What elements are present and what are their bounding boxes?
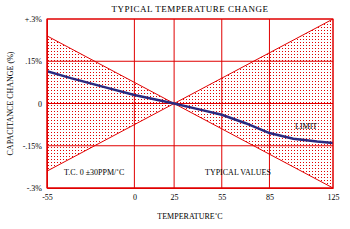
tick: 0	[133, 188, 137, 202]
limit-line	[47, 19, 333, 171]
chart: -55 0 25 55 85 125 -.3% -.15% 0 .15% +.3% TYPICAL T…	[0, 0, 350, 229]
tick: 85	[266, 188, 274, 202]
tick: 25	[171, 188, 179, 202]
tick: 125	[328, 188, 340, 202]
tick: -55	[42, 188, 53, 202]
y-axis-title: CAPACITANCE CHANGE (%)	[6, 51, 15, 155]
tick-label: 25	[171, 193, 179, 202]
tick: +.3%	[25, 15, 47, 24]
tick: 55	[218, 188, 226, 202]
annotation: T.C. 0 ±30PPM/˚C	[64, 168, 124, 177]
limit-band	[47, 19, 333, 188]
tick-label: +.3%	[25, 15, 43, 24]
limit-line	[47, 36, 333, 188]
tick-label: -55	[42, 193, 53, 202]
x-axis: -55 0 25 55 85 125	[42, 188, 339, 202]
title: TYPICAL TEMPERATURE CHANGE	[111, 4, 268, 14]
typical-line	[47, 71, 333, 143]
series-label: TYPICAL VALUES	[205, 168, 271, 177]
y-axis: -.3% -.15% 0 .15% +.3%	[23, 15, 48, 193]
plot-frame	[47, 19, 333, 188]
tick: .15%	[25, 57, 47, 66]
tick-label: 85	[266, 193, 274, 202]
series-label: LIMIT	[295, 122, 317, 131]
tick-label: 125	[328, 193, 340, 202]
tick: -.3%	[27, 184, 47, 193]
tick-label: .15%	[25, 57, 42, 66]
tick: 0	[38, 100, 47, 109]
grid	[47, 19, 333, 188]
plot-area	[47, 19, 333, 188]
tick-label: 0	[38, 100, 42, 109]
tick: -.15%	[23, 142, 47, 151]
tick-label: -.3%	[27, 184, 43, 193]
x-axis-title: TEMPERATURE˚C	[157, 212, 222, 221]
tick-label: 55	[218, 193, 226, 202]
tick-label: -.15%	[23, 142, 43, 151]
tick-label: 0	[133, 193, 137, 202]
